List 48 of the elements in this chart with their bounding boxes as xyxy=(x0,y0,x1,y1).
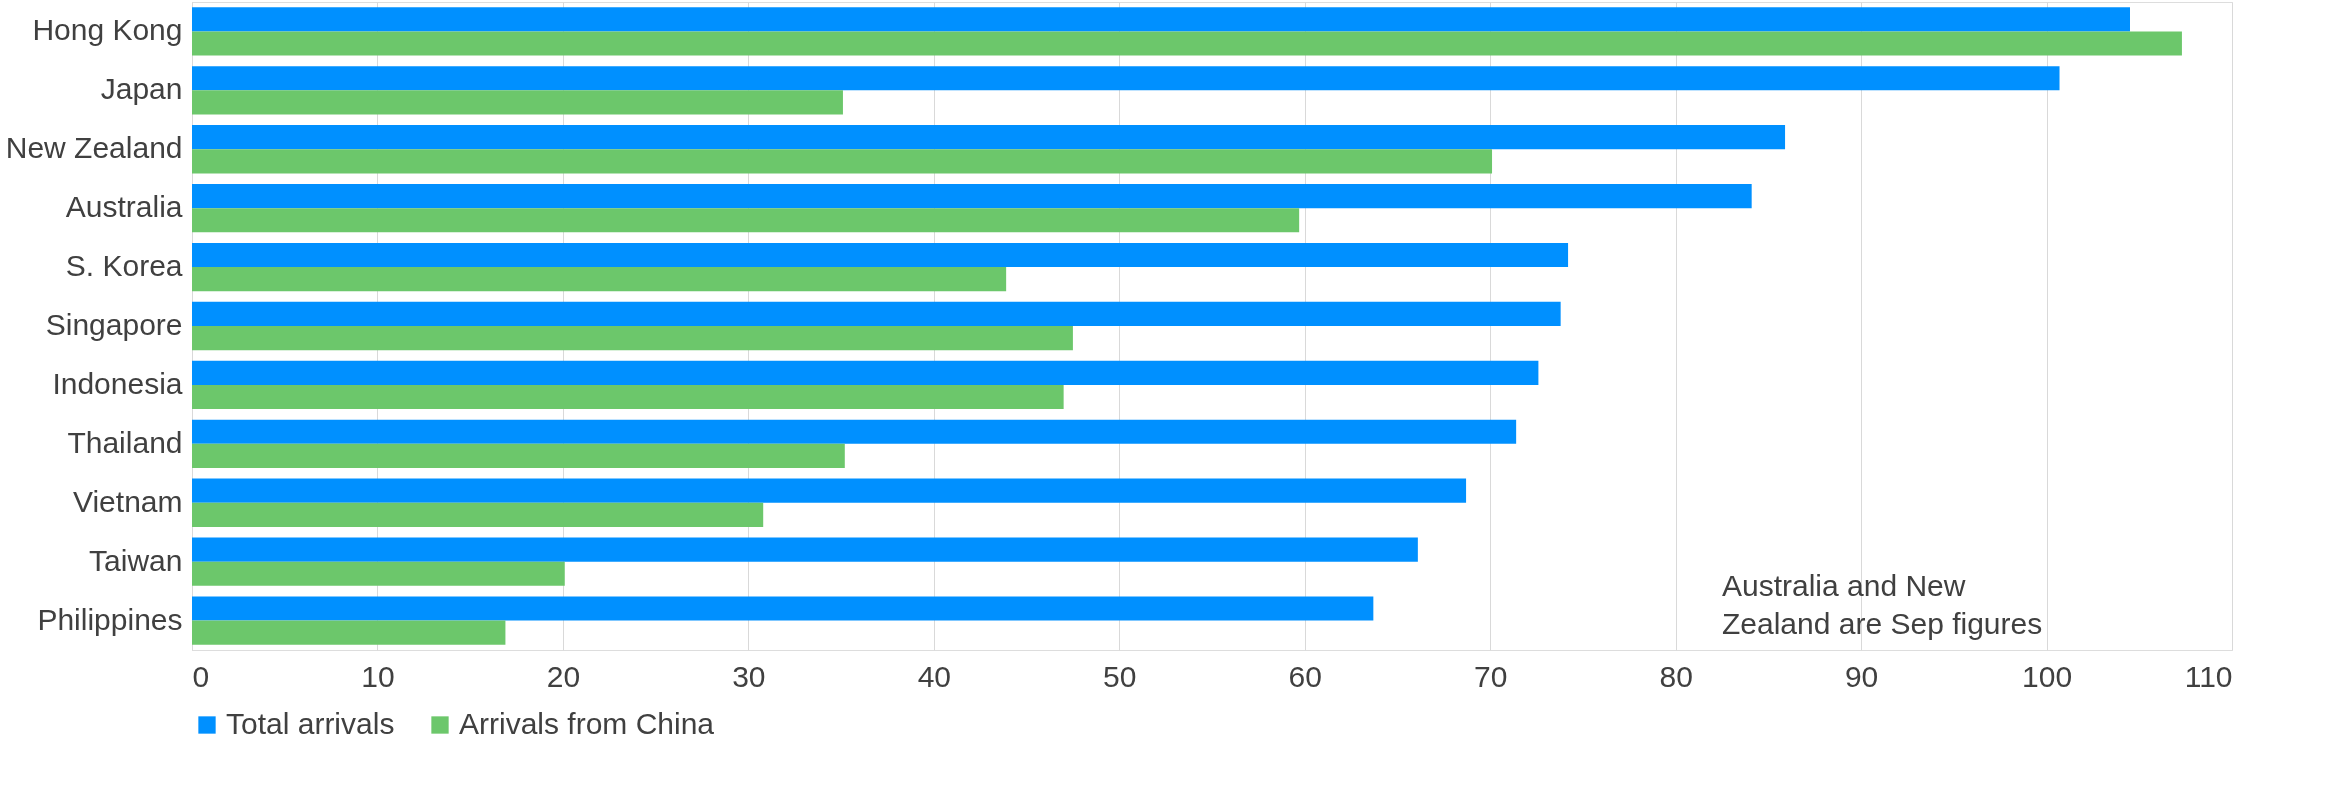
x-tick-label: 0 xyxy=(192,659,210,693)
y-tick-label: S. Korea xyxy=(65,249,183,283)
x-tick-label: 110 xyxy=(2184,659,2233,693)
bar xyxy=(192,7,2130,32)
bar xyxy=(192,184,1752,209)
x-tick-label: 30 xyxy=(732,659,766,693)
x-tick-label: 80 xyxy=(1659,659,1693,693)
bar xyxy=(192,537,1418,562)
bar xyxy=(192,90,843,115)
bar xyxy=(192,242,1569,268)
y-tick-label: Singapore xyxy=(45,308,183,341)
bar xyxy=(192,502,764,527)
x-tick-label: 60 xyxy=(1288,659,1322,693)
x-tick-label: 50 xyxy=(1103,659,1137,693)
x-tick-label: 100 xyxy=(2022,659,2073,693)
bar xyxy=(192,360,1539,385)
bar xyxy=(192,31,2182,56)
legend-label: Total arrivals xyxy=(226,707,395,740)
bar xyxy=(192,326,1073,351)
y-tick-label: Thailand xyxy=(67,425,183,459)
bar xyxy=(192,208,1300,233)
legend-label: Arrivals from China xyxy=(459,707,715,740)
bar xyxy=(192,267,1007,292)
y-tick-label: Vietnam xyxy=(72,484,183,518)
y-tick-label: New Zealand xyxy=(5,131,183,165)
bar xyxy=(192,419,1517,444)
bar xyxy=(192,149,1493,174)
annotation: Australia and New Zealand are Sep figures xyxy=(1722,569,2043,640)
bar xyxy=(192,301,1561,326)
y-tick-label: Hong Kong xyxy=(32,13,183,47)
bar xyxy=(192,620,506,645)
bar xyxy=(192,596,1374,621)
bar xyxy=(192,478,1467,503)
y-tick-label: Japan xyxy=(100,72,183,106)
bar xyxy=(192,125,1786,150)
bar xyxy=(192,66,2060,91)
x-tick-label: 40 xyxy=(917,659,952,693)
x-tick-label: 20 xyxy=(546,659,581,693)
bar xyxy=(192,384,1064,410)
x-tick-label: 70 xyxy=(1473,659,1508,693)
y-tick-label: Taiwan xyxy=(89,543,183,577)
x-tick-label: 90 xyxy=(1844,659,1879,693)
y-tick-label: Philippines xyxy=(37,602,183,636)
bar xyxy=(192,561,565,586)
x-tick-label: 10 xyxy=(361,659,395,693)
bar xyxy=(192,443,845,468)
y-tick-label: Australia xyxy=(65,190,183,224)
y-tick-label: Indonesia xyxy=(52,366,183,400)
